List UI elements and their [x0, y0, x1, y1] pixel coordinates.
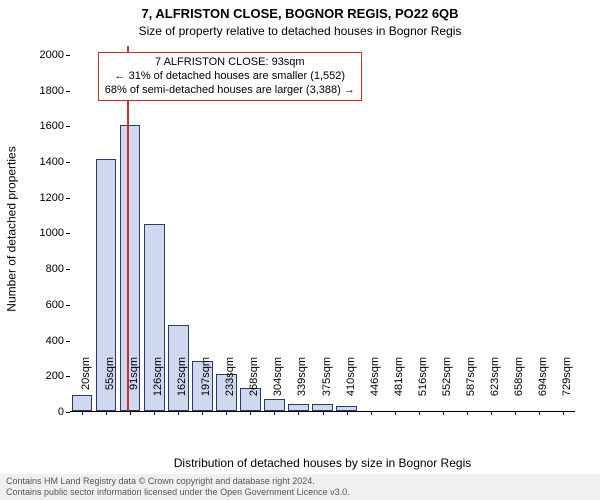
attribution-box: Contains HM Land Registry data © Crown c… [0, 474, 600, 500]
y-axis-label-container: Number of detached properties [4, 46, 20, 412]
x-tick-label: 304sqm [272, 357, 284, 417]
attribution-line-2: Contains public sector information licen… [6, 487, 594, 498]
chart-title-sub: Size of property relative to detached ho… [0, 24, 600, 38]
y-tick-label: 600 [20, 299, 70, 311]
y-tick-mark [66, 341, 70, 342]
y-tick-label: 1400 [20, 156, 70, 168]
x-tick-label: 91sqm [128, 357, 140, 417]
x-tick-label: 694sqm [537, 357, 549, 417]
x-tick-label: 587sqm [465, 357, 477, 417]
plot-area: 7 ALFRISTON CLOSE: 93sqm← 31% of detache… [70, 46, 575, 412]
x-tick-label: 233sqm [224, 357, 236, 417]
y-tick-label: 0 [20, 406, 70, 418]
y-tick-mark [66, 126, 70, 127]
x-tick-label: 55sqm [104, 357, 116, 417]
y-tick-label: 1000 [20, 227, 70, 239]
x-tick-label: 339sqm [296, 357, 308, 417]
x-tick-label: 268sqm [248, 357, 260, 417]
y-tick-mark [66, 233, 70, 234]
y-tick-mark [66, 269, 70, 270]
y-tick-mark [66, 55, 70, 56]
y-tick-mark [66, 198, 70, 199]
y-tick-label: 400 [20, 335, 70, 347]
y-tick-mark [66, 305, 70, 306]
annotation-box: 7 ALFRISTON CLOSE: 93sqm← 31% of detache… [98, 52, 362, 101]
x-tick-label: 623sqm [489, 357, 501, 417]
y-tick-label: 1600 [20, 120, 70, 132]
x-axis-label: Distribution of detached houses by size … [70, 456, 575, 470]
x-tick-label: 375sqm [321, 357, 333, 417]
x-tick-label: 197sqm [200, 357, 212, 417]
y-tick-label: 1200 [20, 192, 70, 204]
y-axis-label: Number of detached properties [5, 146, 19, 311]
y-tick-mark [66, 376, 70, 377]
y-tick-label: 1800 [20, 85, 70, 97]
chart-frame: { "title_main": "7, ALFRISTON CLOSE, BOG… [0, 0, 600, 500]
y-tick-label: 200 [20, 370, 70, 382]
y-tick-mark [66, 91, 70, 92]
x-tick-label: 20sqm [80, 357, 92, 417]
annotation-line: 7 ALFRISTON CLOSE: 93sqm [105, 56, 355, 70]
annotation-line: 68% of semi-detached houses are larger (… [105, 84, 355, 98]
x-tick-label: 729sqm [561, 357, 573, 417]
x-tick-label: 126sqm [152, 357, 164, 417]
x-tick-label: 552sqm [441, 357, 453, 417]
attribution-line-1: Contains HM Land Registry data © Crown c… [6, 476, 594, 487]
y-tick-mark [66, 412, 70, 413]
y-tick-mark [66, 162, 70, 163]
annotation-line: ← 31% of detached houses are smaller (1,… [105, 70, 355, 84]
chart-title-main: 7, ALFRISTON CLOSE, BOGNOR REGIS, PO22 6… [0, 6, 600, 21]
x-tick-label: 162sqm [176, 357, 188, 417]
x-tick-label: 481sqm [393, 357, 405, 417]
y-tick-label: 800 [20, 263, 70, 275]
x-tick-label: 516sqm [417, 357, 429, 417]
x-tick-label: 658sqm [513, 357, 525, 417]
x-tick-label: 410sqm [345, 357, 357, 417]
x-tick-label: 446sqm [369, 357, 381, 417]
y-tick-label: 2000 [20, 49, 70, 61]
